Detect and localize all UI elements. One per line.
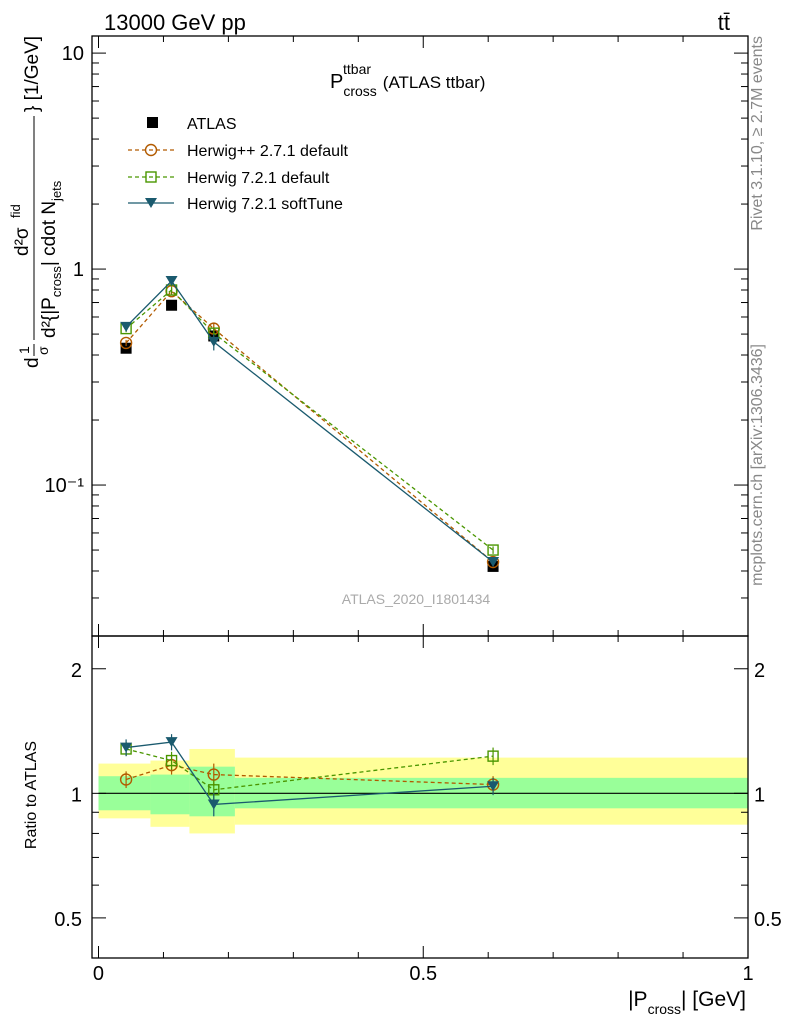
analysis-watermark: ATLAS_2020_I1801434 [342,591,491,607]
xlabel: |Pcross| [GeV] [628,988,746,1017]
ratio-ytick-label-right-2: 2 [754,660,765,682]
rivet-label: Rivet 3.1.10, ≥ 2.7M events [749,36,766,231]
legend-label-softtune: Herwig 7.2.1 softTune [187,196,343,213]
ylabel-prefix-den: σ [35,346,51,355]
legend: ATLAS Herwig++ 2.7.1 default Herwig 7.2.… [128,116,349,213]
main-s3-point-3 [487,557,500,568]
ratio-s0-line [125,764,494,786]
main-s0-point-1 [166,299,178,311]
ratio-s0-point-0 [119,773,133,786]
main-s3-point-2 [207,336,220,347]
legend-marker-herwig721 [145,171,157,183]
x-tick-label-2: 1 [742,963,753,985]
ratio-s1-point-1 [165,754,178,767]
title-main: P [330,71,343,93]
title-sup: ttbar [343,61,371,77]
main-s3-point-0 [120,321,133,332]
ylabel-frac-den-sub2: jets [49,180,64,202]
mcplots-label: mcplots.cern.ch [arXiv:1306.3436] [749,344,766,586]
main-series [119,276,500,572]
ratio-s2-line [126,741,494,806]
legend-marker-herwigpp [144,143,158,157]
main-s2-point-3 [487,544,499,556]
legend-marker-softtune [145,198,157,208]
ratio-ytick-label-right-0: 0.5 [754,909,782,931]
ratio-s2-point-0 [120,742,133,753]
legend-label-herwigpp: Herwig++ 2.7.1 default [187,143,349,160]
x-tick-label-1: 0.5 [409,963,437,985]
xlabel-main: |P [628,988,647,1011]
ylabel-frac-num: d²σ [12,227,33,256]
ratio-s1-point-3 [487,750,499,762]
ylabel-unit: } [1/GeV] [22,36,43,112]
ratio-s2-point-3 [487,781,500,792]
ylabel-frac-den-sub: cross [49,266,64,298]
main-ylabel: d 1 σ d²σ fid d²{|Pcross| cdot Njets } [… [8,36,64,368]
main-s1-point-0 [119,336,133,350]
ratio-ytick-label-left-1: 1 [71,784,82,806]
title-rest: (ATLAS ttbar) [383,73,486,92]
ratio-band-inner-1 [150,774,190,815]
main-s2-line [125,289,494,551]
xlabel-rest: | [GeV] [681,988,746,1011]
xlabel-sub: cross [648,1001,681,1017]
legend-label-atlas: ATLAS [187,116,237,133]
ratio-series [119,734,500,817]
header-energy: 13000 GeV pp [104,10,246,35]
header-process: tt̄ [718,10,730,35]
title-sub: cross [343,83,376,99]
main-s1-line [125,290,494,563]
legend-marker-atlas [147,117,158,128]
legend-label-herwig721: Herwig 7.2.1 default [187,170,330,187]
svg-text:d²{|Pcross| cdot Njets: d²{|Pcross| cdot Njets [39,180,64,338]
main-ytick-label-10: 10 [62,43,84,65]
axes: 0 0.5 1 10 1 10⁻¹ 0.5 0.5 1 1 2 2 [45,35,782,985]
ylabel-prefix-num: 1 [16,346,32,354]
main-s1-point-3 [486,555,500,569]
ylabel-frac-den-rest: | cdot N [39,201,60,266]
plot-title: Pcross (ATLAS ttbar) [330,71,485,99]
ratio-bands [98,748,748,834]
ratio-s2-point-1 [165,737,178,748]
ratio-ytick-label-left-0: 0.5 [54,909,82,931]
ratio-ylabel: Ratio to ATLAS [23,741,40,849]
main-s3-point-1 [165,276,178,287]
ylabel-frac-den: d²{|P [39,297,60,338]
svg-text:d: d [22,357,43,368]
ratio-s1-line [125,748,494,791]
main-ytick-label-0p1: 10⁻¹ [45,475,85,497]
ratio-ytick-label-left-2: 2 [71,660,82,682]
ratio-ytick-label-right-1: 1 [754,784,765,806]
ratio-s2-point-2 [207,799,220,810]
ratio-band-inner-2 [189,766,235,817]
x-tick-label-0: 0 [93,963,104,985]
ylabel-prefix: d [22,357,43,368]
main-ytick-label-1: 1 [73,259,84,281]
ratio-frame [91,635,749,959]
main-s3-line [125,280,494,563]
ylabel-frac-num-sup: fid [8,204,23,218]
